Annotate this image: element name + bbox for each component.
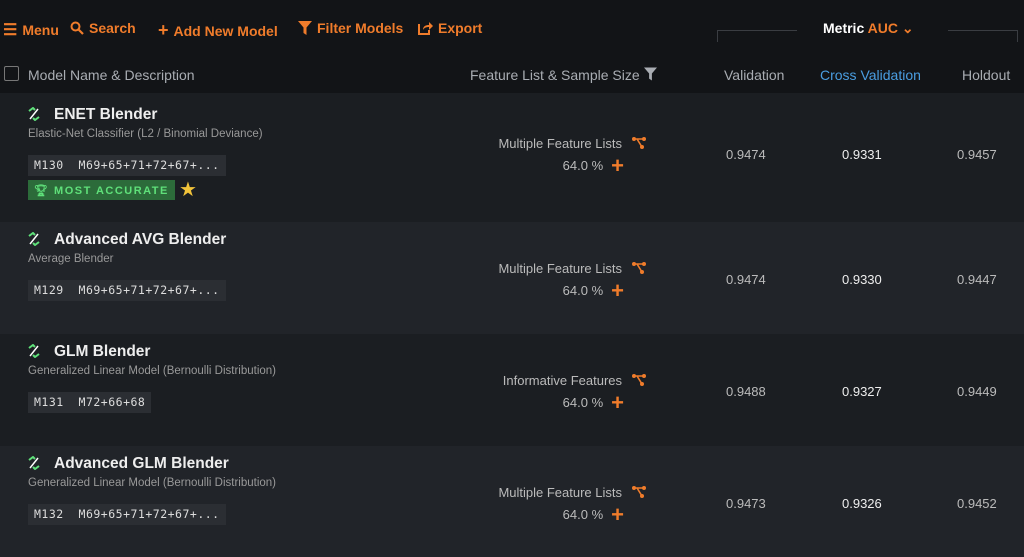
plus-icon[interactable]: + [611,152,624,178]
validation-score: 0.9474 [726,272,766,287]
metric-selector[interactable]: Metric AUC ⌄ [823,20,914,36]
table-row[interactable]: Advanced AVG Blender Average Blender M12… [0,222,1024,334]
validation-score: 0.9488 [726,384,766,399]
blender-icon [28,456,40,470]
model-description: Average Blender [28,253,114,265]
hamburger-icon: ☰ [3,22,18,39]
holdout-score: 0.9449 [957,384,997,399]
holdout-score: 0.9447 [957,272,997,287]
model-name[interactable]: ENET Blender [54,106,158,123]
metric-bracket-right [948,30,1018,42]
feature-lists-icon[interactable] [631,373,647,387]
holdout-column-header[interactable]: Holdout [962,67,1011,83]
table-row[interactable]: Advanced GLM Blender Generalized Linear … [0,446,1024,557]
sample-size: 64.0 % + [562,501,624,527]
feature-list: Multiple Feature Lists [498,485,622,500]
feature-list: Multiple Feature Lists [498,136,622,151]
model-id-tag: M130 M69+65+71+72+67+... [28,155,226,176]
feature-lists-icon[interactable] [631,261,647,275]
model-name[interactable]: GLM Blender [54,343,151,360]
validation-score: 0.9473 [726,496,766,511]
menu-button[interactable]: ☰ Menu [3,22,59,39]
cross-validation-column-header[interactable]: Cross Validation [820,67,921,83]
model-description: Generalized Linear Model (Bernoulli Dist… [28,477,277,489]
chevron-down-icon: ⌄ [901,20,914,36]
model-column-header[interactable]: Model Name & Description [28,67,195,83]
sample-size: 64.0 % + [562,152,624,178]
model-id-tag: M132 M69+65+71+72+67+... [28,504,226,525]
feature-lists-icon[interactable] [631,485,647,499]
sample-size: 64.0 % + [562,277,624,303]
most-accurate-badge: 🏆︎ MOST ACCURATE [28,180,175,200]
model-description: Elastic-Net Classifier (L2 / Binomial De… [28,128,263,140]
export-icon [418,22,433,35]
feature-list: Informative Features [502,373,622,388]
holdout-score: 0.9457 [957,147,997,162]
filter-models-button[interactable]: Filter Models [298,20,403,36]
blender-icon [28,107,40,121]
model-id-tag: M131 M72+66+68 [28,392,152,413]
plus-icon[interactable]: + [611,277,624,303]
search-icon [70,21,84,35]
model-name[interactable]: Advanced AVG Blender [54,231,227,248]
blender-icon [28,344,40,358]
validation-score: 0.9474 [726,147,766,162]
validation-column-header[interactable]: Validation [724,67,785,83]
feature-list: Multiple Feature Lists [498,261,622,276]
model-id-tag: M129 M69+65+71+72+67+... [28,280,226,301]
model-description: Generalized Linear Model (Bernoulli Dist… [28,365,277,377]
add-new-model-button[interactable]: + Add New Model [158,20,278,40]
plus-icon[interactable]: + [611,501,624,527]
plus-icon[interactable]: + [611,389,624,415]
cross-validation-score: 0.9331 [842,147,882,162]
filter-icon[interactable] [644,67,657,81]
features-column-header[interactable]: Feature List & Sample Size [470,67,640,83]
sample-size: 64.0 % + [562,389,624,415]
star-icon[interactable]: ★ [179,179,197,201]
model-name[interactable]: Advanced GLM Blender [54,455,229,472]
filter-icon [298,21,312,35]
blender-icon [28,232,40,246]
toolbar: ☰ Menu Search + Add New Model Filter Model… [0,0,1024,58]
feature-lists-icon[interactable] [631,136,647,150]
plus-icon: + [158,20,169,40]
cross-validation-score: 0.9327 [842,384,882,399]
cross-validation-score: 0.9330 [842,272,882,287]
search-button[interactable]: Search [70,20,136,36]
table-row[interactable]: GLM Blender Generalized Linear Model (Be… [0,334,1024,446]
table-row[interactable]: ENET Blender Elastic-Net Classifier (L2 … [0,93,1024,222]
table-header: Model Name & Description Feature List & … [0,58,1024,93]
cross-validation-score: 0.9326 [842,496,882,511]
holdout-score: 0.9452 [957,496,997,511]
export-button[interactable]: Export [418,20,482,36]
metric-bracket-left [717,30,797,42]
select-all-checkbox[interactable] [4,66,19,81]
trophy-icon: 🏆︎ [34,185,50,197]
